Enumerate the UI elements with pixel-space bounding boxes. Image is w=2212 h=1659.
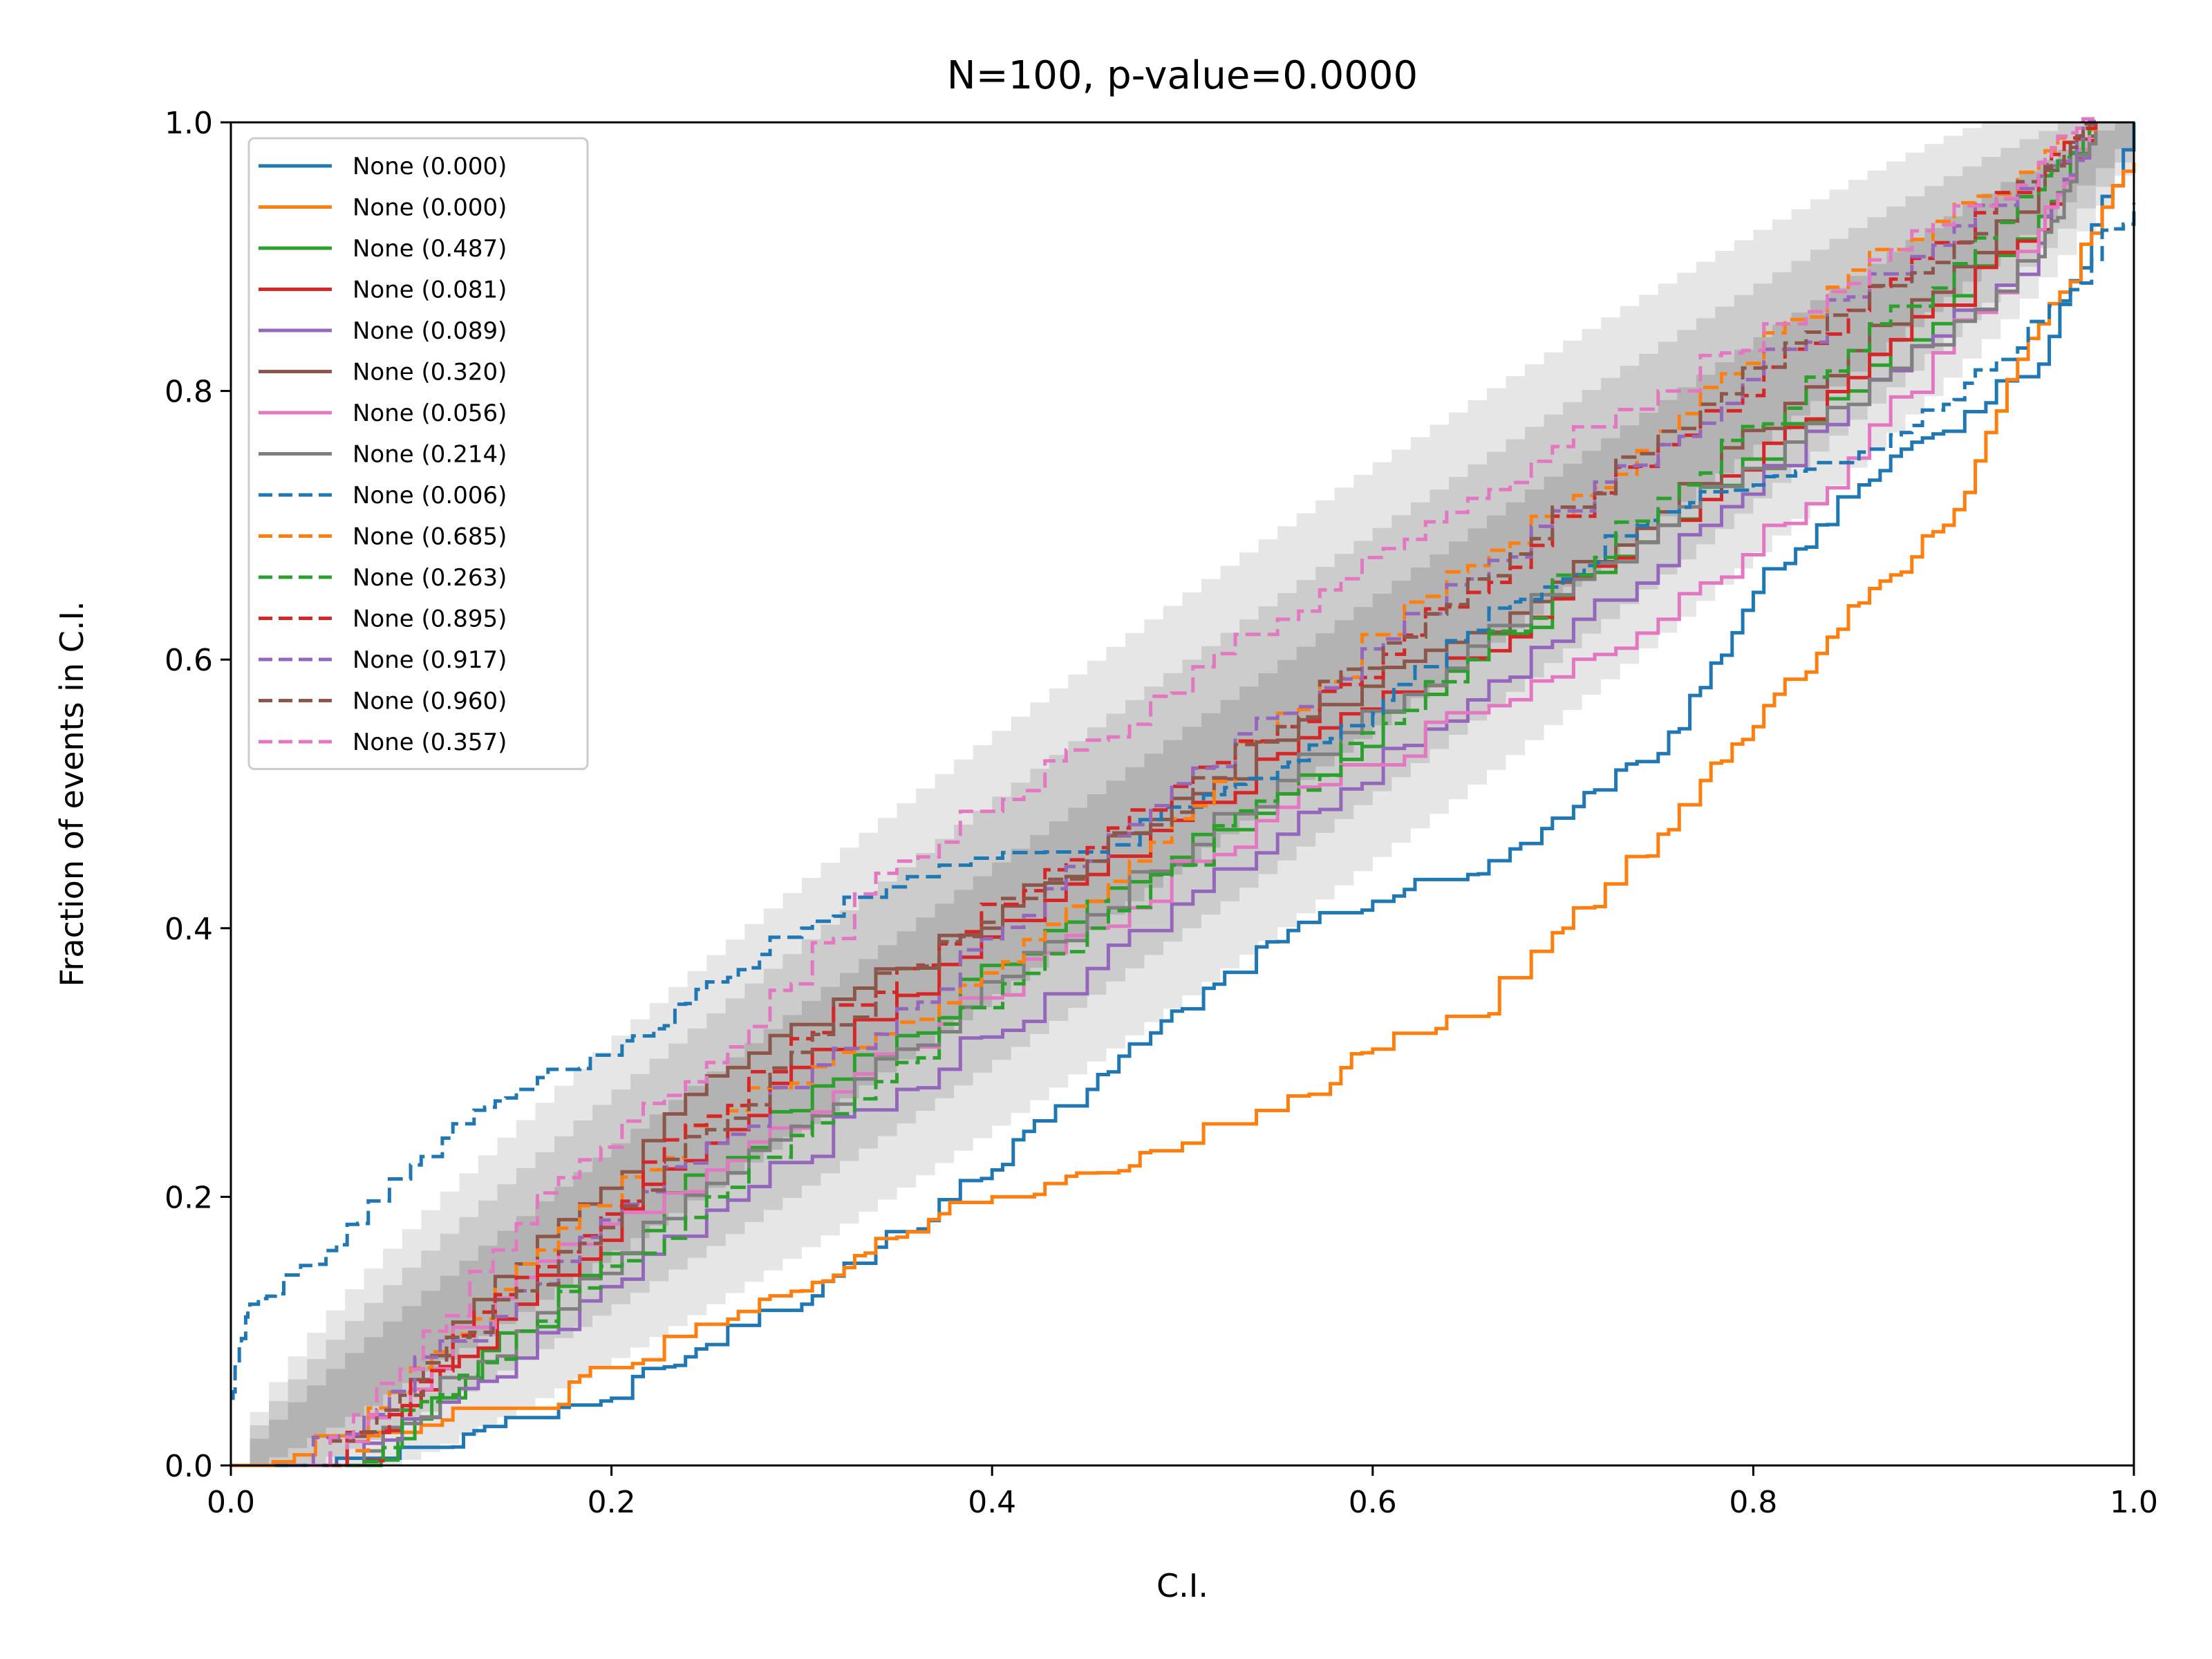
x-tick-label: 1.0 xyxy=(2110,1485,2158,1520)
series-line-9 xyxy=(231,203,2136,1400)
y-tick-label: 0.2 xyxy=(165,1180,213,1215)
x-axis-ticks: 0.0 0.2 0.4 0.6 0.8 1.0 xyxy=(207,1465,2158,1520)
legend-label: None (0.917) xyxy=(353,646,507,674)
series-line-12 xyxy=(326,122,2098,1468)
x-tick-label: 0.0 xyxy=(207,1485,255,1520)
legend-label: None (0.685) xyxy=(353,523,507,551)
series-line-7 xyxy=(326,122,2098,1468)
y-tick-label: 0.4 xyxy=(165,912,213,947)
legend: None (0.000) None (0.000) None (0.487) None… xyxy=(247,137,589,770)
plot-frame xyxy=(229,121,2135,1467)
legend-label: None (0.895) xyxy=(353,606,507,633)
legend-label: None (0.089) xyxy=(353,317,507,345)
x-tick-label: 0.6 xyxy=(1349,1485,1397,1520)
legend-label: None (0.006) xyxy=(353,482,507,509)
legend-label: None (0.960) xyxy=(353,688,507,715)
y-axis-label: Fraction of events in C.I. xyxy=(53,601,91,986)
legend-label: None (0.000) xyxy=(353,153,507,180)
legend-label: None (0.214) xyxy=(353,441,507,469)
series-line-5 xyxy=(345,122,2098,1468)
legend-label: None (0.000) xyxy=(353,194,507,222)
x-tick-label: 0.4 xyxy=(968,1485,1016,1520)
y-tick-label: 0.6 xyxy=(165,643,213,678)
y-tick-label: 1.0 xyxy=(165,106,213,141)
x-tick-label: 0.2 xyxy=(588,1485,636,1520)
series-line-2 xyxy=(231,162,2136,1468)
x-tick-label: 0.8 xyxy=(1729,1485,1777,1520)
series-line-1 xyxy=(231,122,2136,1468)
y-tick-label: 0.0 xyxy=(165,1449,213,1484)
legend-label: None (0.487) xyxy=(353,235,507,263)
series-line-11 xyxy=(345,121,2098,1468)
legend-label: None (0.081) xyxy=(353,276,507,304)
chart-title: N=100, p-value=0.0000 xyxy=(947,53,1418,98)
legend-label: None (0.056) xyxy=(353,400,507,427)
y-axis-ticks: 0.0 0.2 0.4 0.6 0.8 1.0 xyxy=(165,106,231,1484)
y-tick-label: 0.8 xyxy=(165,375,213,410)
legend-label: None (0.320) xyxy=(353,359,507,386)
legend-label: None (0.357) xyxy=(353,729,507,756)
legend-label: None (0.263) xyxy=(353,564,507,592)
legend-box xyxy=(247,137,589,770)
series-line-15 xyxy=(307,117,2096,1468)
series-lines xyxy=(231,117,2136,1468)
x-axis-label: C.I. xyxy=(1156,1567,1208,1604)
series-line-8 xyxy=(345,122,2098,1468)
